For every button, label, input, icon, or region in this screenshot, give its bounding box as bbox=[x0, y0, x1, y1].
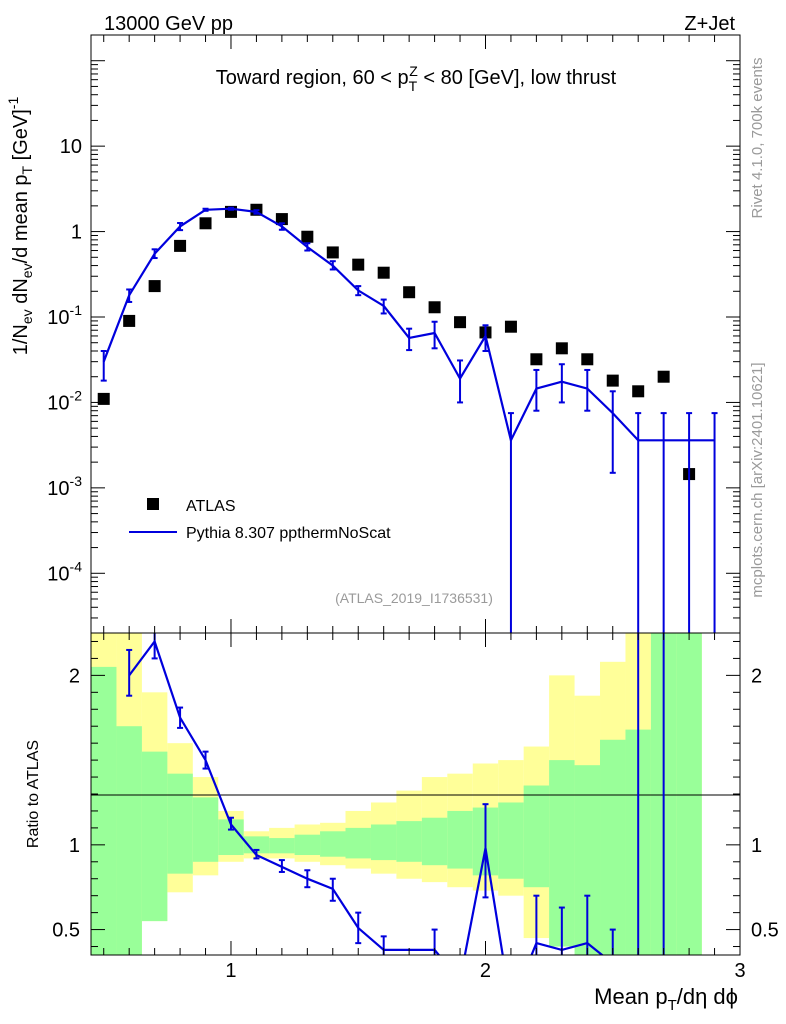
ratio-band-green bbox=[421, 817, 448, 866]
ratio-band-green bbox=[294, 834, 321, 856]
site-label: mcplots.cern.ch [arXiv:2401.10621] bbox=[749, 362, 766, 597]
atlas-point bbox=[581, 353, 594, 366]
y-axis-label: 1/Nev dNev/d mean pT [GeV]-1 bbox=[5, 97, 35, 356]
energy-label: 13000 GeV pp bbox=[104, 13, 233, 35]
atlas-point bbox=[174, 239, 187, 252]
atlas-point bbox=[403, 286, 416, 299]
y-tick-label: 10-2 bbox=[47, 387, 82, 414]
y-tick-label: 10-1 bbox=[47, 302, 82, 329]
x-tick-label: 1 bbox=[225, 960, 236, 982]
ratio-band-green bbox=[141, 751, 168, 922]
ratio-tick-label: 1 bbox=[69, 835, 80, 857]
ratio-tick-label-right: 0.5 bbox=[751, 920, 779, 942]
y-tick-label: 10 bbox=[60, 136, 82, 158]
legend-atlas-label: ATLAS bbox=[186, 498, 236, 515]
process-label: Z+Jet bbox=[684, 13, 735, 35]
ratio-panel: 0.5 0.5 1 1 2 2 1 2 3 bbox=[52, 632, 779, 982]
ratio-band-green bbox=[676, 633, 702, 955]
ratio-band-green bbox=[320, 831, 346, 857]
atlas-point bbox=[352, 258, 365, 271]
main-frame bbox=[90, 34, 741, 634]
legend-pythia-label: Pythia 8.307 ppthermNoScat bbox=[186, 525, 391, 542]
y-tick-label: 10-4 bbox=[47, 558, 82, 585]
atlas-point bbox=[275, 213, 288, 226]
ratio-band-green bbox=[167, 773, 193, 874]
main-panel: 10-4 10-3 10-2 10-1 1 10 bbox=[47, 34, 741, 634]
atlas-point bbox=[301, 230, 314, 243]
legend: ATLAS Pythia 8.307 ppthermNoScat bbox=[129, 498, 391, 542]
ratio-band-green bbox=[116, 726, 142, 955]
legend-atlas-marker bbox=[147, 498, 159, 510]
analysis-id: (ATLAS_2019_I1736531) bbox=[335, 590, 493, 606]
x-tick-label: 2 bbox=[480, 960, 491, 982]
y-tick-label: 1 bbox=[71, 222, 82, 244]
ratio-band-green bbox=[396, 821, 422, 862]
ratio-band-green bbox=[269, 838, 295, 854]
atlas-point bbox=[632, 385, 645, 398]
atlas-point bbox=[148, 280, 161, 293]
ratio-ticks: 0.5 0.5 1 1 2 2 1 2 3 bbox=[52, 633, 779, 982]
ratio-tick-label: 2 bbox=[69, 665, 80, 687]
atlas-point bbox=[530, 353, 543, 366]
atlas-point bbox=[606, 374, 619, 387]
ratio-tick-label-right: 2 bbox=[751, 665, 762, 687]
atlas-point bbox=[555, 342, 568, 355]
x-axis-label: Mean pT/dη dϕ bbox=[594, 984, 738, 1014]
main-data bbox=[97, 203, 718, 633]
atlas-point bbox=[454, 316, 467, 329]
ratio-band-green bbox=[370, 824, 397, 861]
ratio-tick-label-right: 1 bbox=[751, 835, 762, 857]
rivet-label: Rivet 4.1.0, 700k events bbox=[749, 58, 766, 219]
y-tick-label: 10-3 bbox=[47, 473, 82, 500]
atlas-point bbox=[377, 266, 390, 279]
atlas-point bbox=[123, 314, 136, 327]
atlas-point bbox=[97, 392, 110, 405]
ratio-tick-label: 0.5 bbox=[52, 920, 80, 942]
ratio-band-green bbox=[523, 785, 550, 888]
atlas-point bbox=[199, 217, 212, 230]
atlas-point bbox=[657, 370, 670, 383]
pythia-line bbox=[102, 207, 715, 444]
atlas-point bbox=[504, 320, 517, 333]
ratio-band-green bbox=[600, 739, 626, 955]
plot-title: Toward region, 60 < pTZ < 80 [GeV], low … bbox=[216, 63, 617, 94]
atlas-point bbox=[428, 301, 441, 314]
ratio-band-green bbox=[192, 797, 219, 862]
ratio-band-green bbox=[447, 810, 473, 869]
main-ticks: 10-4 10-3 10-2 10-1 1 10 bbox=[47, 34, 741, 634]
ratio-y-label: Ratio to ATLAS bbox=[25, 740, 42, 848]
x-tick-label: 3 bbox=[734, 960, 745, 982]
atlas-point bbox=[326, 246, 339, 259]
ratio-band-green bbox=[345, 827, 371, 859]
ratio-band-green bbox=[498, 802, 524, 879]
ratio-bands bbox=[91, 633, 702, 955]
